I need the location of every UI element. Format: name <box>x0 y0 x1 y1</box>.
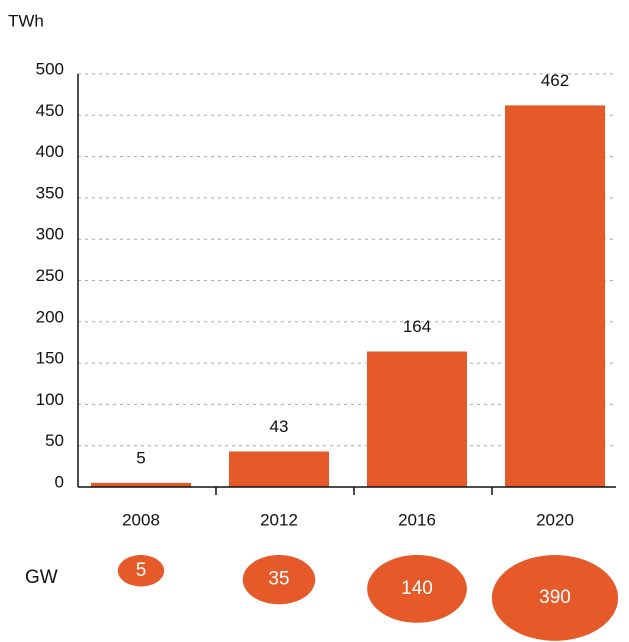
bubble <box>367 555 467 623</box>
y-tick-label: 100 <box>36 390 64 409</box>
y-tick-label: 50 <box>45 431 64 450</box>
x-tick-label: 2012 <box>260 510 298 529</box>
value-label: 164 <box>403 317 431 336</box>
bar <box>505 105 605 487</box>
bubble <box>117 555 165 587</box>
bubble <box>491 555 619 641</box>
bubble <box>242 555 316 605</box>
y-tick-label: 450 <box>36 101 64 120</box>
x-tick-label: 2016 <box>398 510 436 529</box>
bubble-value: 390 <box>539 587 571 608</box>
x-tick-label: 2008 <box>122 510 160 529</box>
y-axis-label: TWh <box>8 11 44 30</box>
value-label: 462 <box>541 71 569 90</box>
y-tick-label: 0 <box>55 472 64 491</box>
bar <box>91 482 191 487</box>
y-tick-label: 500 <box>36 59 64 78</box>
x-tick-label: 2020 <box>536 510 574 529</box>
bar <box>229 451 329 487</box>
y-tick-label: 150 <box>36 349 64 368</box>
value-label: 5 <box>136 448 145 467</box>
value-label: 43 <box>270 417 289 436</box>
y-tick-label: 350 <box>36 183 64 202</box>
y-tick-label: 250 <box>36 266 64 285</box>
y-tick-label: 200 <box>36 307 64 326</box>
bubble-value: 5 <box>136 560 147 581</box>
bubble-value: 35 <box>268 569 289 590</box>
bubble-value: 140 <box>401 578 433 599</box>
bar <box>367 351 467 487</box>
bubble-label: GW <box>25 567 58 588</box>
y-tick-label: 400 <box>36 142 64 161</box>
y-tick-label: 300 <box>36 225 64 244</box>
